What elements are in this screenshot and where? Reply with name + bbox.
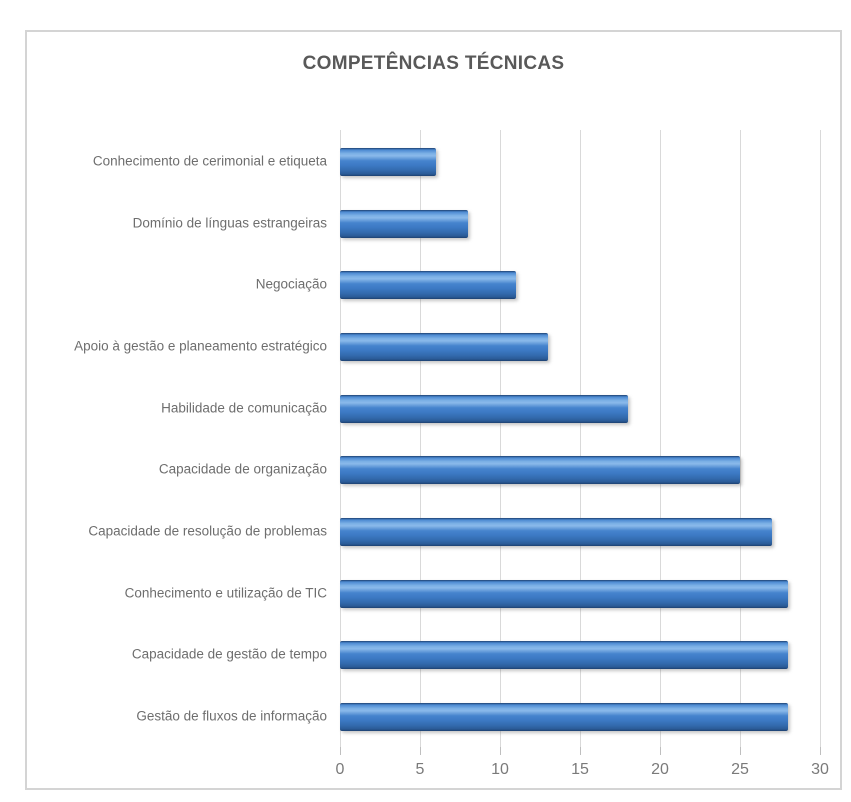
x-axis-tick-15	[580, 747, 581, 755]
gridline-x-0	[340, 130, 341, 747]
category-label-2: Domínio de línguas estrangeiras	[132, 215, 327, 231]
gridline-x-25	[740, 130, 741, 747]
x-axis-tick-label: 30	[811, 761, 829, 778]
x-axis-tick-label: 5	[415, 761, 425, 778]
category-label-1: Conhecimento de cerimonial e etiqueta	[92, 153, 327, 169]
x-axis-tick-5	[420, 747, 421, 755]
bar-9	[340, 641, 788, 670]
category-label-8: Conhecimento e utilização de TIC	[124, 585, 327, 601]
x-axis-tick-20	[660, 747, 661, 755]
gridline-x-20	[660, 130, 661, 747]
bar-4	[340, 332, 548, 361]
bar-3	[340, 271, 516, 300]
gridline-x-15	[580, 130, 581, 747]
gridline-x-30	[820, 130, 821, 747]
x-axis-tick-25	[740, 747, 741, 755]
x-axis-tick-label: 15	[571, 761, 589, 778]
x-axis-tick-label: 20	[651, 761, 669, 778]
category-label-3: Negociação	[255, 276, 327, 292]
category-label-7: Capacidade de resolução de problemas	[88, 523, 327, 539]
x-axis-tick-label: 0	[335, 761, 345, 778]
category-label-4: Apoio à gestão e planeamento estratégico	[74, 338, 327, 354]
x-axis-tick-label: 10	[491, 761, 509, 778]
bar-10	[340, 703, 788, 732]
bar-6	[340, 456, 740, 485]
chart-frame: COMPETÊNCIAS TÉCNICAS 0 5 10 15 20 25 30 Conhe…	[25, 30, 842, 790]
bar-8	[340, 579, 788, 608]
chart-title: COMPETÊNCIAS TÉCNICAS	[302, 53, 565, 74]
category-label-9: Capacidade de gestão de tempo	[131, 646, 327, 662]
bar-5	[340, 394, 628, 423]
category-label-6: Capacidade de organização	[158, 461, 327, 477]
x-axis-tick-30	[820, 747, 821, 755]
category-label-5: Habilidade de comunicação	[161, 400, 327, 416]
bar-1	[340, 147, 436, 176]
bar-7	[340, 518, 772, 547]
x-axis-tick-0	[340, 747, 341, 755]
x-axis-tick-10	[500, 747, 501, 755]
plot-area: 0 5 10 15 20 25 30	[336, 130, 829, 778]
gridline-x-10	[500, 130, 501, 747]
category-label-10: Gestão de fluxos de informação	[136, 708, 327, 724]
bar-2	[340, 209, 468, 238]
x-axis-tick-label: 25	[731, 761, 749, 778]
gridline-x-5	[420, 130, 421, 747]
